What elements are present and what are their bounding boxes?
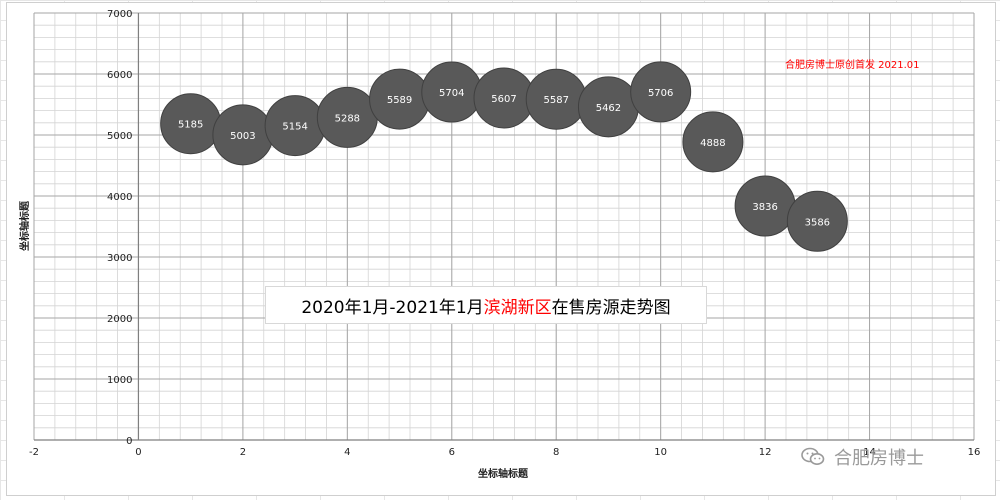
bubble-label: 5607 [491, 94, 516, 105]
bubble: 5288 [316, 86, 378, 148]
bubble: 5706 [630, 61, 692, 123]
bubble: 5003 [212, 104, 274, 166]
y-axis-title[interactable]: 坐标轴标题 [18, 200, 31, 251]
bubble-label: 5706 [648, 88, 673, 99]
bubble: 3586 [786, 190, 848, 252]
axes [34, 13, 974, 441]
y-tick-label: 4000 [107, 192, 132, 203]
wechat-icon [801, 447, 825, 465]
y-tick-label: 6000 [107, 70, 132, 81]
y-tick-label: 3000 [107, 253, 132, 264]
bubble: 5607 [473, 67, 535, 129]
bubble: 3836 [734, 175, 796, 237]
bubble-label: 5154 [282, 122, 307, 133]
x-tick-label: 16 [968, 447, 981, 458]
bubble: 4888 [682, 111, 744, 173]
bubble-label: 3836 [752, 202, 777, 213]
bubble: 5462 [577, 76, 639, 138]
bubble: 5185 [160, 93, 222, 155]
x-tick-label: 8 [553, 447, 559, 458]
x-axis-title[interactable]: 坐标轴标题 [478, 467, 529, 480]
y-tick-label: 2000 [107, 314, 132, 325]
y-tick-label: 0 [126, 436, 132, 447]
bubbles: 5185 5003 5154 5288 5589 5704 5607 5587 5462 5706… [160, 61, 848, 252]
source-annotation: 合肥房博士原创首发 2021.01 [785, 60, 920, 71]
y-tick-labels: 0 1000 2000 3000 4000 5000 6000 7000 [107, 9, 132, 447]
bubble-circle [682, 111, 744, 173]
bubble-label: 5003 [230, 131, 255, 142]
x-tick-label: 2 [240, 447, 246, 458]
x-tick-label: 10 [654, 447, 667, 458]
x-tick-label: -2 [29, 447, 39, 458]
bubble-label: 5288 [335, 113, 360, 124]
bubble-label: 5185 [178, 120, 203, 131]
y-tick-label: 1000 [107, 375, 132, 386]
bubble-label: 5462 [596, 103, 621, 114]
bubble: 5154 [264, 95, 326, 157]
bubble-label: 5589 [387, 95, 412, 106]
y-tick-label: 7000 [107, 9, 132, 20]
bubble: 5589 [369, 68, 431, 130]
x-tick-label: 6 [449, 447, 455, 458]
bubble-label: 5587 [543, 95, 568, 106]
bubble-label: 4888 [700, 138, 725, 149]
chart-title[interactable]: 2020年1月-2021年1月 滨湖新区 在售房源走势图 [265, 286, 707, 324]
x-tick-label: 14 [863, 447, 876, 458]
watermark-text: 合肥房博士 [834, 448, 924, 469]
bubble-label: 3586 [805, 217, 830, 228]
title-suffix: 在售房源走势图 [551, 297, 671, 318]
y-tick-label: 5000 [107, 131, 132, 142]
bubble-circle [786, 190, 848, 252]
x-tick-labels: -2 0 2 4 6 8 10 12 14 16 [29, 447, 980, 458]
bubble: 5704 [421, 61, 483, 123]
x-tick-label: 12 [759, 447, 772, 458]
title-prefix: 2020年1月-2021年1月 [301, 297, 484, 318]
x-tick-label: 4 [344, 447, 350, 458]
title-highlight: 滨湖新区 [483, 297, 552, 318]
bubble: 5587 [525, 68, 587, 130]
watermark: 合肥房博士 [800, 442, 924, 472]
bubble-circle [630, 61, 692, 123]
bubble-label: 5704 [439, 88, 464, 99]
x-tick-label: 0 [135, 447, 141, 458]
